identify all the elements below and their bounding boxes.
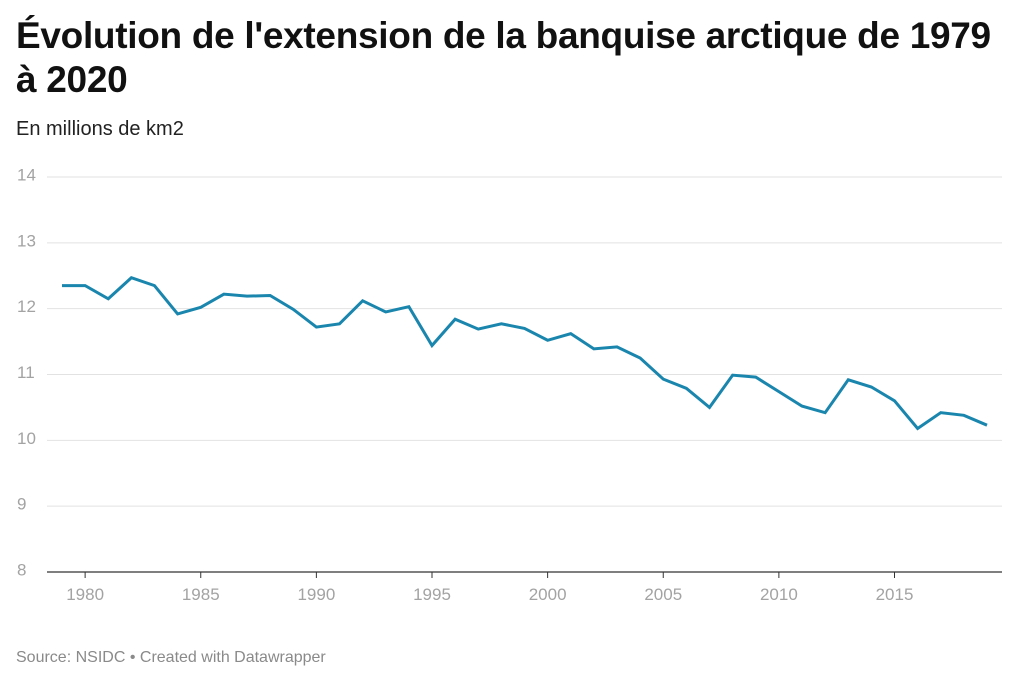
data-point[interactable]: 2011: 10.52 <box>798 402 806 410</box>
data-point[interactable]: 2016: 10.18 <box>914 424 922 432</box>
data-point[interactable]: 1989: 11.99 <box>289 305 297 313</box>
data-point[interactable]: 2001: 11.62 <box>567 330 575 338</box>
data-point[interactable]: 1993: 11.95 <box>382 308 390 316</box>
data-point[interactable]: 2010: 10.74 <box>775 388 783 396</box>
data-point[interactable]: 1981: 12.15 <box>104 295 112 303</box>
data-point[interactable]: 2013: 10.92 <box>844 376 852 384</box>
y-axis-ticks: 8 9 10 11 12 13 14 <box>17 165 36 579</box>
source-name[interactable]: NSIDC <box>75 649 126 666</box>
y-tick-label: 14 <box>17 165 36 184</box>
y-tick-label: 12 <box>17 297 36 316</box>
data-point[interactable]: 2000: 11.52 <box>544 336 552 344</box>
x-tick-label: 1990 <box>297 585 335 604</box>
x-tick-label: 2010 <box>760 585 798 604</box>
footer-notes: Source: NSIDC • Created with Datawrapper <box>16 648 326 668</box>
y-tick-label: 9 <box>17 495 26 514</box>
footer-separator: • <box>129 649 136 666</box>
data-point[interactable]: 1984: 11.92 <box>174 310 182 318</box>
data-point[interactable]: 2007: 10.5 <box>706 403 714 411</box>
data-point[interactable]: 2009: 10.96 <box>752 373 760 381</box>
data-point[interactable]: 1992: 12.12 <box>359 297 367 305</box>
data-point[interactable]: 1986: 12.22 <box>220 290 228 298</box>
x-tick-label: 2005 <box>644 585 682 604</box>
x-tick-label: 1995 <box>413 585 451 604</box>
data-point[interactable]: 2017: 10.42 <box>937 409 945 417</box>
x-tick-label: 2000 <box>529 585 567 604</box>
y-tick-label: 13 <box>17 231 36 250</box>
data-point[interactable]: 1980: 12.35 <box>81 282 89 290</box>
data-point[interactable]: 2006: 10.79 <box>682 384 690 392</box>
data-point[interactable]: 1994: 12.03 <box>405 303 413 311</box>
source-label: Source: <box>16 649 72 666</box>
data-point[interactable]: 1983: 12.35 <box>151 282 159 290</box>
data-point[interactable]: 1991: 11.77 <box>336 320 344 328</box>
data-point[interactable]: 1995: 11.44 <box>428 342 436 350</box>
credit-link[interactable]: Created with Datawrapper <box>139 649 326 666</box>
x-tick-label: 1980 <box>66 585 104 604</box>
data-point[interactable]: 2014: 10.81 <box>867 383 875 391</box>
data-point[interactable]: 2018: 10.38 <box>960 411 968 419</box>
series-line <box>62 276 988 431</box>
data-point[interactable]: 1997: 11.69 <box>474 325 482 333</box>
data-point[interactable]: 1998: 11.77 <box>497 320 505 328</box>
chart-title: Évolution de l'extension de la banquise … <box>16 15 991 100</box>
data-point[interactable]: 2005: 10.93 <box>659 375 667 383</box>
data-point[interactable]: 2015: 10.6 <box>891 397 899 405</box>
data-point[interactable]: 2008: 10.99 <box>729 371 737 379</box>
gridlines <box>47 176 1002 573</box>
x-tick-label: 2015 <box>876 585 914 604</box>
data-point[interactable]: 2002: 11.39 <box>590 345 598 353</box>
y-tick-label: 10 <box>17 429 36 448</box>
data-point[interactable]: 2012: 10.42 <box>821 409 829 417</box>
data-point[interactable]: 1988: 12.2 <box>266 292 274 300</box>
data-point[interactable]: 1996: 11.84 <box>451 315 459 323</box>
series-layer: 1979: 12.35 1980: 12.35 1981: 12.15 1982: 1… <box>58 274 991 432</box>
y-tick-label: 8 <box>17 560 26 579</box>
chart-subtitle: En millions de km2 <box>16 118 184 140</box>
data-point[interactable]: 1979: 12.35 <box>58 282 66 290</box>
data-point[interactable]: 1990: 11.72 <box>312 323 320 331</box>
data-point[interactable]: 1999: 11.7 <box>521 324 529 332</box>
data-point[interactable]: 1985: 12.02 <box>197 303 205 311</box>
y-tick-label: 11 <box>17 363 35 382</box>
data-point[interactable]: 2004: 11.25 <box>636 354 644 362</box>
data-point[interactable]: 2019: 10.23 <box>983 421 991 429</box>
data-point[interactable]: 1987: 12.19 <box>243 292 251 300</box>
data-point[interactable]: 2003: 11.42 <box>613 343 621 351</box>
x-axis-ticks: 1980 1985 1990 1995 2000 2005 2010 2015 <box>66 572 913 604</box>
x-tick-label: 1985 <box>182 585 220 604</box>
data-point[interactable]: 1982: 12.47 <box>127 274 135 282</box>
